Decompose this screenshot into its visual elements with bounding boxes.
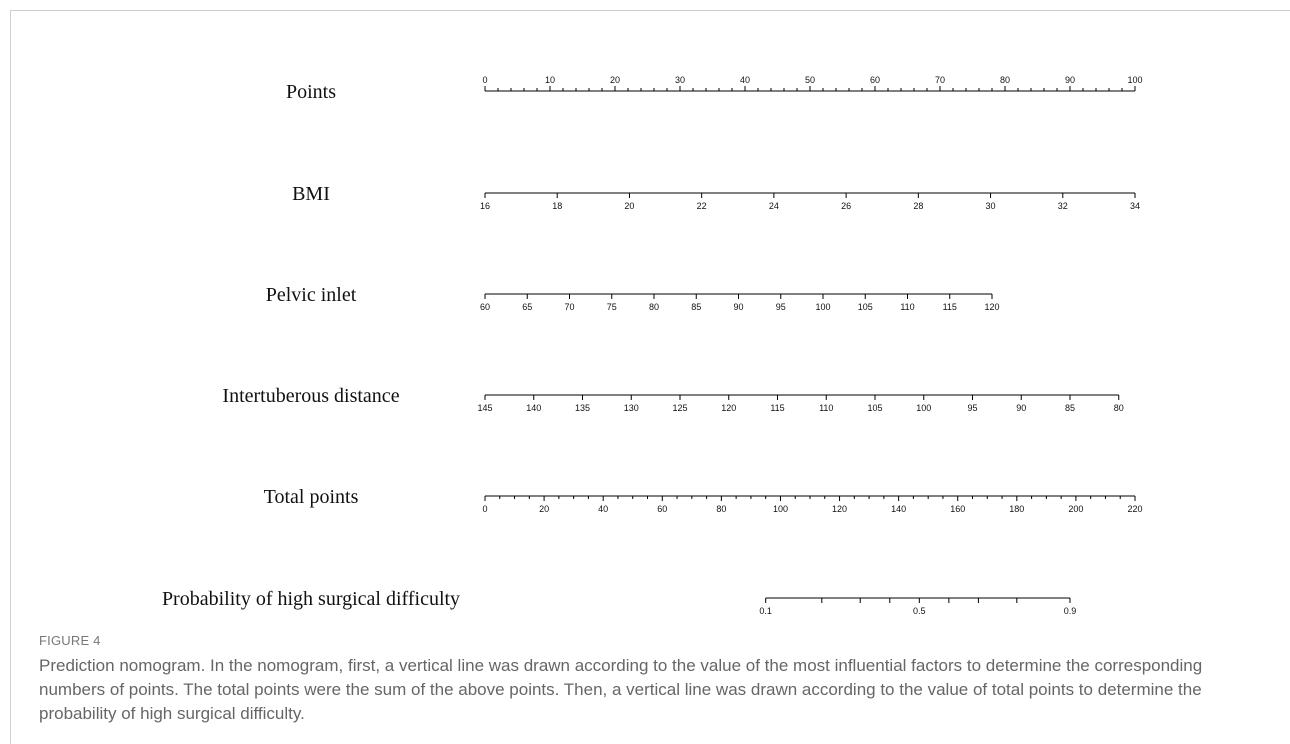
tick-label: 24: [769, 201, 779, 211]
tick-label: 70: [935, 75, 945, 85]
tick-label: 32: [1058, 201, 1068, 211]
tick-label: 140: [526, 403, 541, 413]
tick-label: 30: [986, 201, 996, 211]
figure-caption: Prediction nomogram. In the nomogram, fi…: [39, 656, 1203, 723]
tick-label: 0.9: [1064, 606, 1077, 616]
tick-label: 105: [867, 403, 882, 413]
tick-label: 90: [1065, 75, 1075, 85]
tick-label: 0.5: [913, 606, 926, 616]
tick-label: 90: [1016, 403, 1026, 413]
tick-label: 100: [1127, 75, 1142, 85]
tick-label: 180: [1009, 504, 1024, 514]
tick-label: 105: [858, 302, 873, 312]
tick-label: 0: [482, 504, 487, 514]
tick-label: 130: [624, 403, 639, 413]
tick-label: 120: [832, 504, 847, 514]
tick-label: 110: [819, 403, 833, 413]
tick-label: 60: [657, 504, 667, 514]
nomogram-chart: Points 0 10 20 30 40 50 60 70 80 90 100 BMI 16 18 20 22 2…: [162, 75, 1143, 616]
tick-label: 120: [721, 403, 736, 413]
tick-label: 80: [1114, 403, 1124, 413]
tick-label: 20: [624, 201, 634, 211]
tick-label: 200: [1068, 504, 1083, 514]
tick-label: 22: [697, 201, 707, 211]
row-label-bmi: BMI: [292, 183, 330, 205]
tick-label: 80: [1000, 75, 1010, 85]
tick-label: 110: [900, 302, 914, 312]
tick-label: 26: [841, 201, 851, 211]
tick-label: 95: [776, 302, 786, 312]
tick-label: 40: [598, 504, 608, 514]
tick-label: 65: [522, 302, 532, 312]
tick-label: 60: [480, 302, 490, 312]
row-label-probability-of-high-surgical-difficulty: Probability of high surgical difficulty: [162, 588, 460, 610]
tick-label: 70: [564, 302, 574, 312]
row-label-points: Points: [286, 81, 336, 103]
tick-label: 16: [480, 201, 490, 211]
tick-label: 145: [477, 403, 492, 413]
tick-label: 18: [552, 201, 562, 211]
tick-label: 80: [716, 504, 726, 514]
figure-label: FIGURE 4: [39, 633, 101, 648]
tick-label: 220: [1127, 504, 1142, 514]
tick-label: 30: [675, 75, 685, 85]
tick-label: 100: [916, 403, 931, 413]
tick-label: 85: [691, 302, 701, 312]
tick-label: 160: [950, 504, 965, 514]
tick-label: 34: [1130, 201, 1140, 211]
row-label-intertuberous-distance: Intertuberous distance: [222, 385, 399, 407]
tick-label: 100: [815, 302, 830, 312]
row-label-total-points: Total points: [264, 486, 359, 508]
tick-label: 90: [733, 302, 743, 312]
tick-label: 80: [649, 302, 659, 312]
tick-label: 20: [610, 75, 620, 85]
tick-label: 60: [870, 75, 880, 85]
tick-label: 120: [984, 302, 999, 312]
tick-label: 100: [773, 504, 788, 514]
tick-label: 135: [575, 403, 590, 413]
tick-label: 0: [482, 75, 487, 85]
tick-label: 125: [672, 403, 687, 413]
tick-label: 140: [891, 504, 906, 514]
tick-label: 28: [913, 201, 923, 211]
row-label-pelvic-inlet: Pelvic inlet: [266, 284, 357, 306]
tick-label: 50: [805, 75, 815, 85]
tick-label: 75: [607, 302, 617, 312]
figure-frame: [10, 10, 1290, 744]
tick-label: 10: [545, 75, 555, 85]
tick-label: 0.1: [759, 606, 772, 616]
tick-label: 95: [967, 403, 977, 413]
tick-label: 40: [740, 75, 750, 85]
tick-label: 20: [539, 504, 549, 514]
tick-label: 85: [1065, 403, 1075, 413]
tick-label: 115: [770, 403, 784, 413]
tick-label: 115: [943, 302, 957, 312]
